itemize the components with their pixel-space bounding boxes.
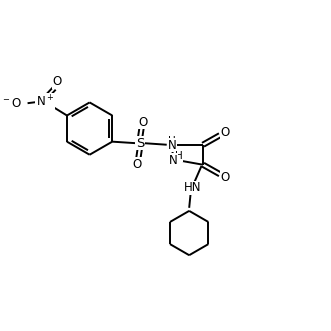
Text: S: S	[136, 137, 144, 150]
Text: O: O	[220, 170, 230, 183]
Text: O: O	[132, 158, 141, 170]
Text: HN: HN	[183, 181, 201, 194]
Text: N$^+$: N$^+$	[35, 94, 54, 109]
Text: H: H	[174, 151, 182, 162]
Text: N: N	[168, 139, 177, 152]
Text: O: O	[220, 126, 230, 139]
Text: $^-$O: $^-$O	[1, 97, 22, 110]
Text: O: O	[138, 116, 148, 129]
Text: O: O	[53, 75, 62, 88]
Text: N: N	[168, 154, 177, 166]
Text: H: H	[168, 136, 176, 146]
